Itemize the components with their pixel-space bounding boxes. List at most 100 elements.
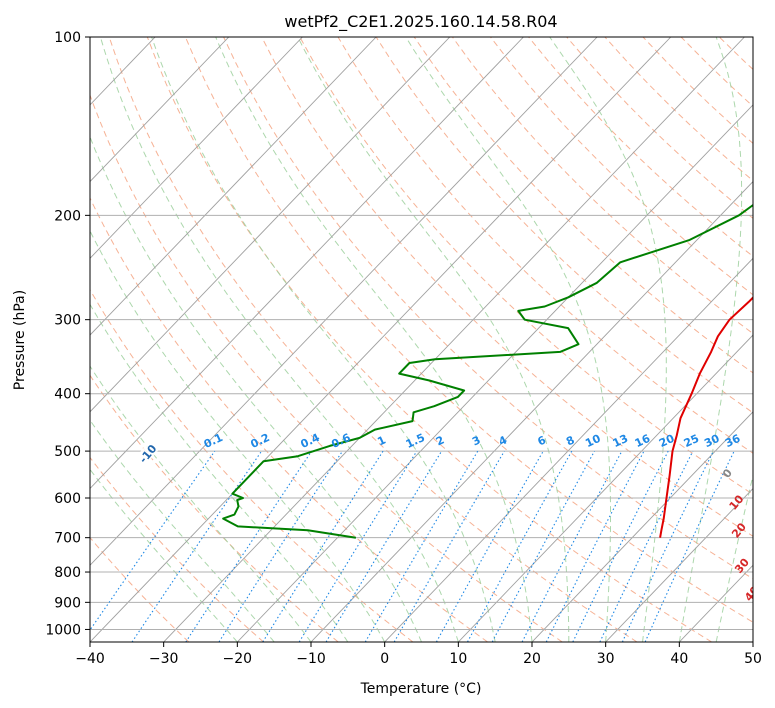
dry-adiabat-line [757,37,775,642]
moist-adiabat-line [99,37,459,642]
x-tick-label: 20 [523,651,541,667]
dry-adiabat-line [90,196,488,642]
dry-adiabat-line [604,37,753,182]
moist-adiabat-line [715,473,753,642]
mixing-ratio-line [185,450,313,642]
moist-adiabat-line [215,37,533,642]
dry-adiabat-line [299,37,753,495]
isotherm-line [90,37,598,566]
plot-frame [89,36,754,643]
mixing-ratio-label: 25 [682,432,701,450]
isotherm-line [752,641,753,642]
isotherm-line [163,37,745,642]
mixing-ratio-line [393,450,505,642]
mixing-ratio-label: 8 [564,433,576,448]
mixing-ratio-line [262,450,384,642]
x-tick-label: −30 [149,651,179,667]
dry-adiabat-line [108,37,638,642]
mixing-ratio-label: 6 [536,433,549,448]
isotherm-line [90,37,377,336]
dry-adiabat-line [90,93,563,642]
y-tick-label: 200 [54,208,81,224]
dry-adiabat-label-bg [134,439,161,468]
moist-adiabat-label: 40 [742,584,762,604]
isotherm-line [90,37,303,259]
isotherm-line [531,411,753,642]
isotherm-line [0,37,8,642]
y-tick-label: 300 [54,313,81,329]
mixing-ratio-line [572,450,669,642]
moist-adiabat-line [90,365,312,642]
mixing-ratio-label: 2 [434,433,446,448]
moist-adiabat-label: 10 [727,492,747,512]
moist-adiabat-line [752,639,753,642]
axis-layer: −40 −30 −20 −10 0 10 20 30 40 5010020030040050060… [45,30,762,667]
dry-adiabat-label-bg [50,407,77,435]
data-layer [222,203,753,539]
moist-adiabat-label: 30 [732,556,752,576]
temperature-profile-line [659,296,753,538]
moist-adiabat-line [678,37,743,642]
dry-adiabat-line [90,456,264,642]
dry-adiabat-line [337,37,753,454]
dry-adiabat-line [718,37,753,71]
x-tick-label: 40 [670,651,688,667]
mixing-ratio-line [491,450,595,642]
mixing-ratio-label: 13 [611,432,630,450]
dry-adiabat-line [413,37,753,374]
mixing-ratio-label: 0.2 [249,431,272,451]
x-tick-label: 50 [744,651,762,667]
mixing-ratio-label: 1 [375,433,387,448]
x-tick-label: 0 [380,651,389,667]
x-tick-label: 30 [597,651,615,667]
dry-adiabat-line [528,37,753,257]
y-tick-label: 900 [54,595,81,611]
x-tick-label: 10 [449,651,467,667]
y-tick-label: 500 [54,444,81,460]
isotherm-line [384,257,753,642]
mixing-ratio-line [467,450,573,642]
mixing-ratio-line [644,450,735,642]
moist-adiabat-line [90,419,275,642]
dry-adiabat-line [146,37,712,642]
mixing-ratio-line [298,450,418,642]
dry-adiabat-line [184,37,753,623]
mixing-ratio-label: 0.1 [202,431,225,451]
dry-adiabat-line [451,37,753,335]
y-tick-label: 800 [54,565,81,581]
isotherm-line [90,37,672,642]
moist-adiabat-line [90,135,422,642]
isotherm-line [237,104,753,642]
x-tick-label: −20 [223,651,253,667]
mixing-ratio-label: 30 [702,432,722,450]
mixing-ratio-line [131,450,263,642]
mixing-ratio-label: 20 [657,432,677,450]
dewpoint-profile-line [222,203,753,539]
chart-title: wetPf2_C2E1.2025.160.14.58.R04 [284,12,557,32]
mixing-ratio-line [545,450,645,642]
dry-adiabat-label: -20 [53,409,76,433]
y-axis-label: Pressure (hPa) [12,290,28,390]
y-tick-label: 1000 [45,622,81,638]
mixing-ratio-label: 16 [633,432,653,450]
dry-adiabat-line [375,37,753,414]
moist-adiabat-line [90,303,349,642]
isotherm-line [90,37,451,413]
moist-adiabat-line [90,229,386,642]
y-tick-label: 700 [54,531,81,547]
isotherm-line [90,37,230,183]
mixing-ratio-label: 3 [470,433,482,448]
mixing-ratio-line [218,450,343,642]
isotherm-line [458,334,753,642]
dry-adiabat-line [90,536,190,642]
mixing-ratio-label: 10 [583,432,603,450]
dry-adiabat-line [642,37,753,145]
line-label-layer: 0.10.20.40.611.52346810131620253036-100-… [50,407,762,604]
isotherm-line [310,180,753,642]
moist-adiabat-line [297,37,570,642]
mixing-ratio-line [325,450,443,642]
mixing-ratio-label: 36 [723,432,743,450]
dry-adiabat-line [490,37,753,296]
dry-adiabat-line [223,37,753,580]
